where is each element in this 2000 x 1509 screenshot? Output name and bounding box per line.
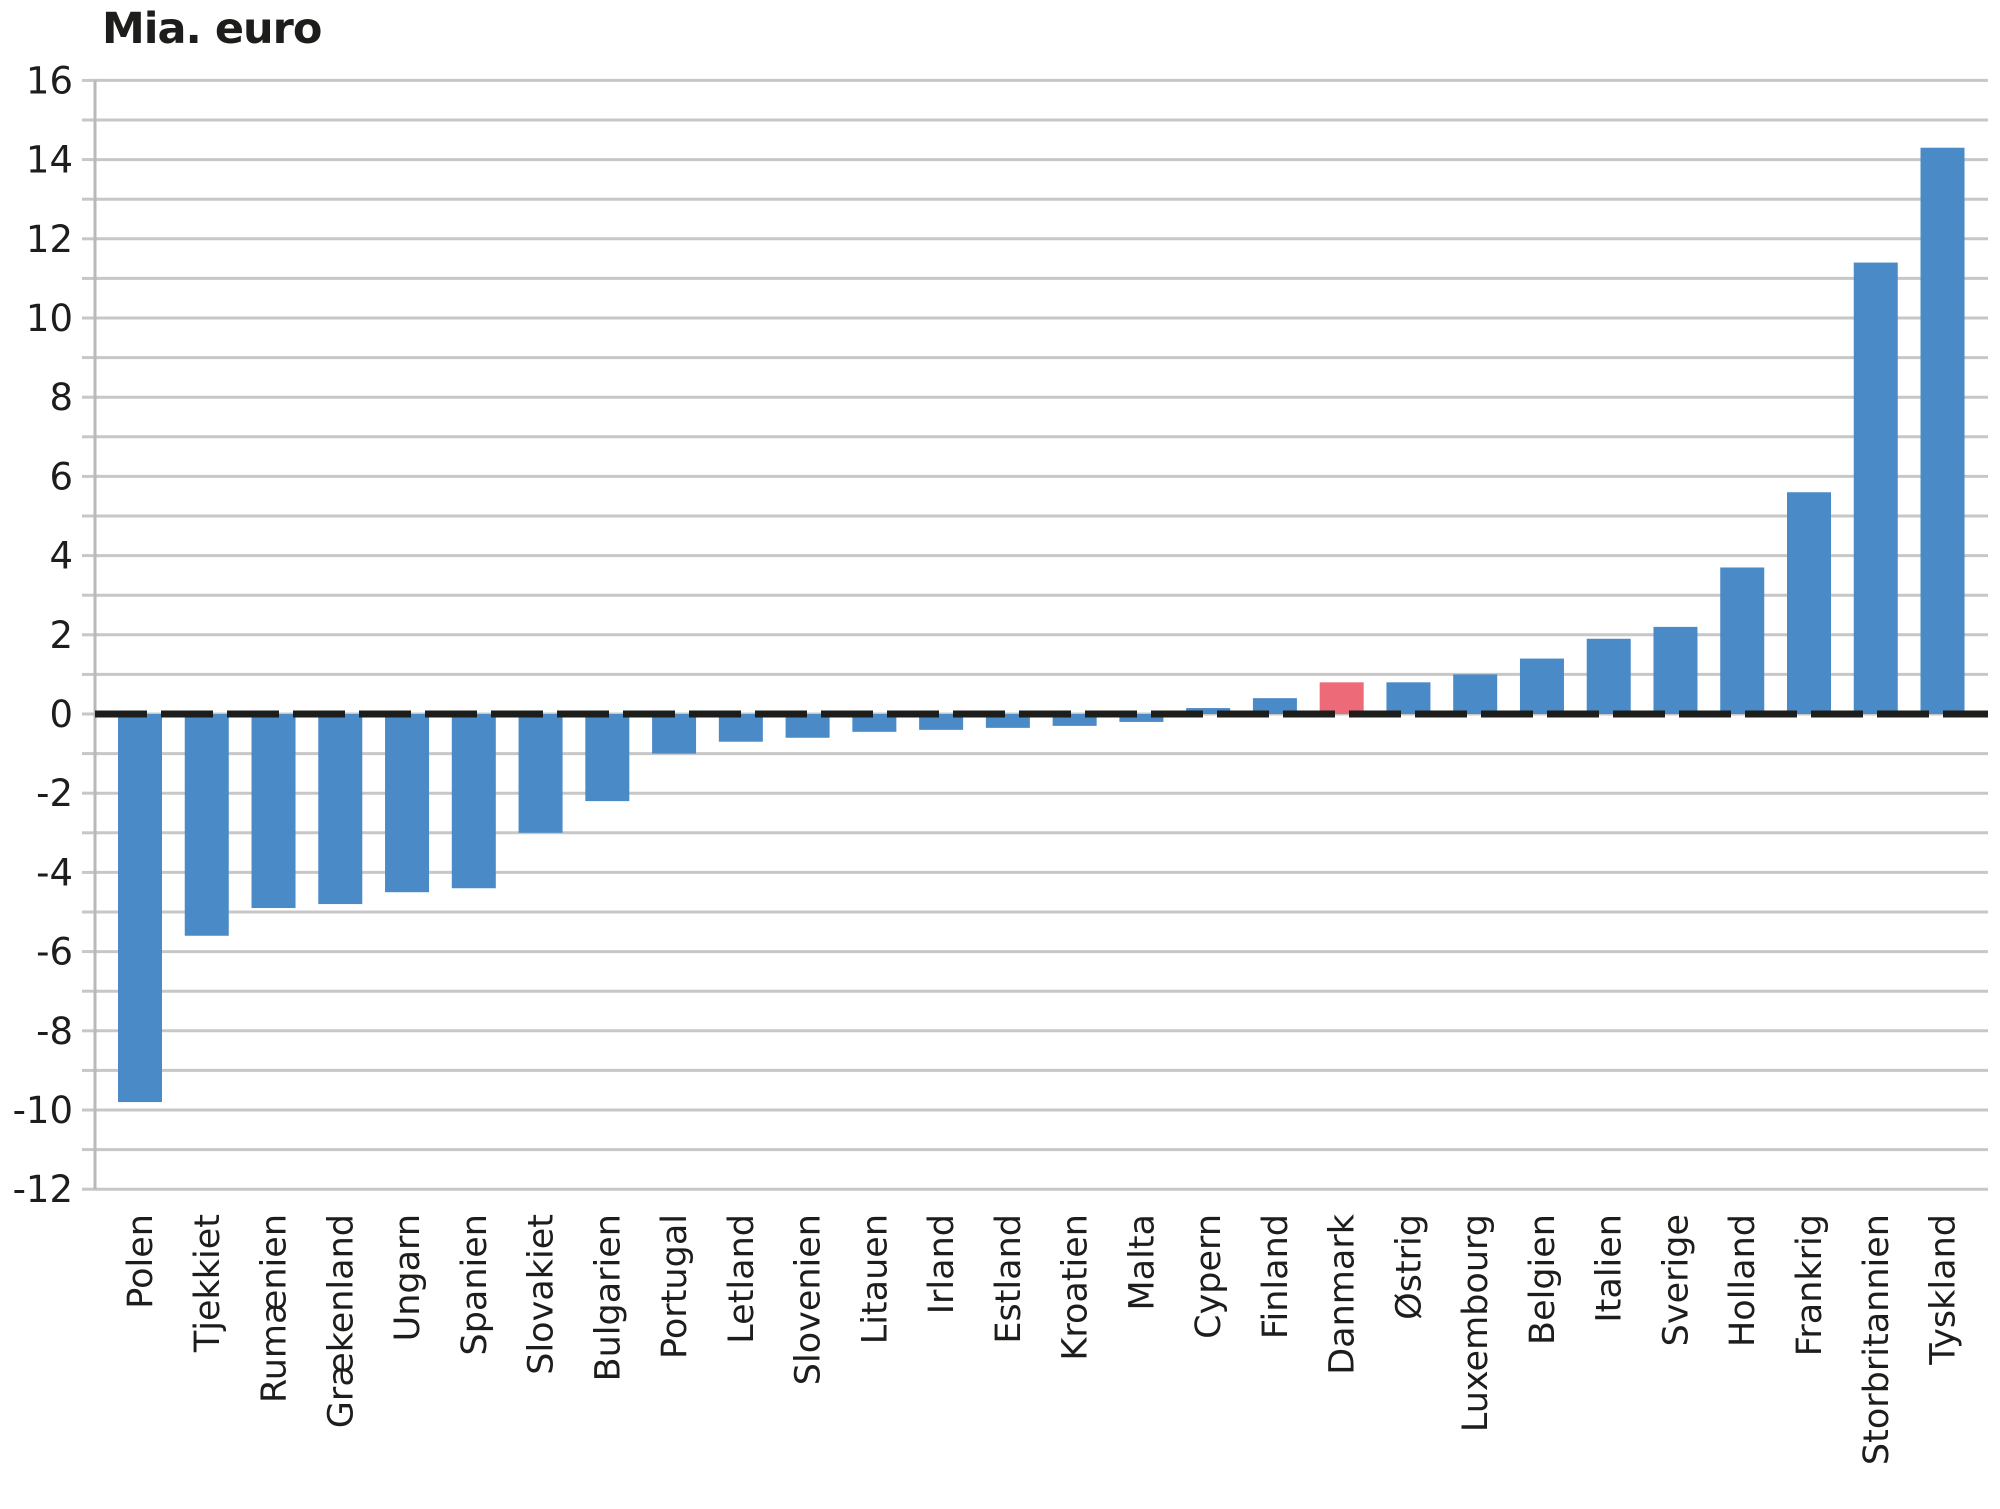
bar-frankrig <box>1787 492 1831 714</box>
bar-oestrig <box>1386 682 1431 714</box>
bar-letland <box>718 714 763 742</box>
x-tick-label-holland: Holland <box>1723 1214 1763 1347</box>
bar-tjekkiet <box>184 714 229 936</box>
x-tick-label-bulgarien: Bulgarien <box>588 1214 628 1381</box>
bar-kroatien <box>1052 714 1097 726</box>
y-tick-label: -12 <box>13 1168 73 1211</box>
x-tick-label-italien: Italien <box>1590 1214 1630 1323</box>
x-tick-label-luxembourg: Luxembourg <box>1456 1214 1496 1432</box>
x-tick-label-spanien: Spanien <box>455 1214 495 1356</box>
x-tick-label-tyskland: Tyskland <box>1924 1214 1964 1366</box>
bar-malta <box>1119 714 1164 722</box>
bar-holland <box>1720 567 1765 714</box>
x-tick-label-danmark: Danmark <box>1323 1213 1363 1375</box>
y-tick-label: 6 <box>49 455 73 498</box>
bar-danmark <box>1319 682 1364 714</box>
y-tick-label: 2 <box>49 614 73 657</box>
y-tick-label: 12 <box>26 218 73 261</box>
bar-italien <box>1586 638 1631 714</box>
y-tick-label: -6 <box>36 931 73 974</box>
y-tick-label: -8 <box>36 1010 73 1053</box>
y-tick-label: 4 <box>49 535 73 578</box>
bar-slovakiet <box>518 714 563 833</box>
y-tick-label: 10 <box>26 297 73 340</box>
x-tick-label-tjekkiet: Tjekkiet <box>188 1214 228 1353</box>
bar-portugal <box>652 714 697 754</box>
bar-irland <box>919 714 964 730</box>
bar-cypern <box>1186 708 1231 714</box>
x-tick-label-slovakiet: Slovakiet <box>522 1214 562 1375</box>
x-tick-label-litauen: Litauen <box>855 1214 895 1344</box>
x-tick-label-rumaenien: Rumænien <box>255 1214 295 1403</box>
bar-storbritannien <box>1853 262 1898 714</box>
x-tick-label-graekenland: Grækenland <box>321 1214 361 1428</box>
y-tick-label: 0 <box>49 693 73 736</box>
x-tick-label-cypern: Cypern <box>1189 1214 1229 1339</box>
y-tick-label: -2 <box>36 772 73 815</box>
y-tick-label: 16 <box>26 59 73 102</box>
bar-belgien <box>1519 658 1564 714</box>
x-tick-label-letland: Letland <box>722 1214 762 1344</box>
bar-luxembourg <box>1453 674 1498 714</box>
y-tick-label: -10 <box>13 1089 73 1132</box>
x-tick-label-kroatien: Kroatien <box>1056 1214 1096 1361</box>
x-tick-label-oestrig: Østrig <box>1389 1214 1429 1320</box>
x-tick-label-sverige: Sverige <box>1656 1214 1696 1346</box>
y-axis-unit-title: Mia. euro <box>102 4 322 54</box>
bar-graekenland <box>318 714 363 905</box>
bar-litauen <box>852 714 897 732</box>
x-tick-label-finland: Finland <box>1256 1214 1296 1339</box>
bar-spanien <box>451 714 496 889</box>
bar-slovenien <box>785 714 830 738</box>
x-tick-label-estland: Estland <box>989 1214 1029 1344</box>
x-tick-label-storbritannien: Storbritannien <box>1857 1214 1897 1465</box>
bar-rumaenien <box>251 714 296 909</box>
bar-polen <box>118 714 162 1103</box>
x-tick-label-malta: Malta <box>1122 1214 1162 1311</box>
x-tick-label-slovenien: Slovenien <box>789 1214 829 1385</box>
x-tick-label-irland: Irland <box>922 1214 962 1314</box>
y-tick-label: 8 <box>49 376 73 419</box>
bar-bulgarien <box>585 714 630 802</box>
x-tick-label-polen: Polen <box>121 1214 161 1309</box>
bar-ungarn <box>385 714 430 893</box>
x-tick-label-belgien: Belgien <box>1523 1214 1563 1345</box>
bar-finland <box>1252 698 1297 714</box>
x-tick-label-frankrig: Frankrig <box>1790 1214 1830 1356</box>
bar-tyskland <box>1920 147 1965 715</box>
y-tick-label: 14 <box>26 139 73 182</box>
x-tick-label-ungarn: Ungarn <box>388 1214 428 1341</box>
x-tick-label-portugal: Portugal <box>655 1214 695 1359</box>
bar-sverige <box>1653 626 1698 714</box>
y-tick-label: -4 <box>36 851 73 894</box>
